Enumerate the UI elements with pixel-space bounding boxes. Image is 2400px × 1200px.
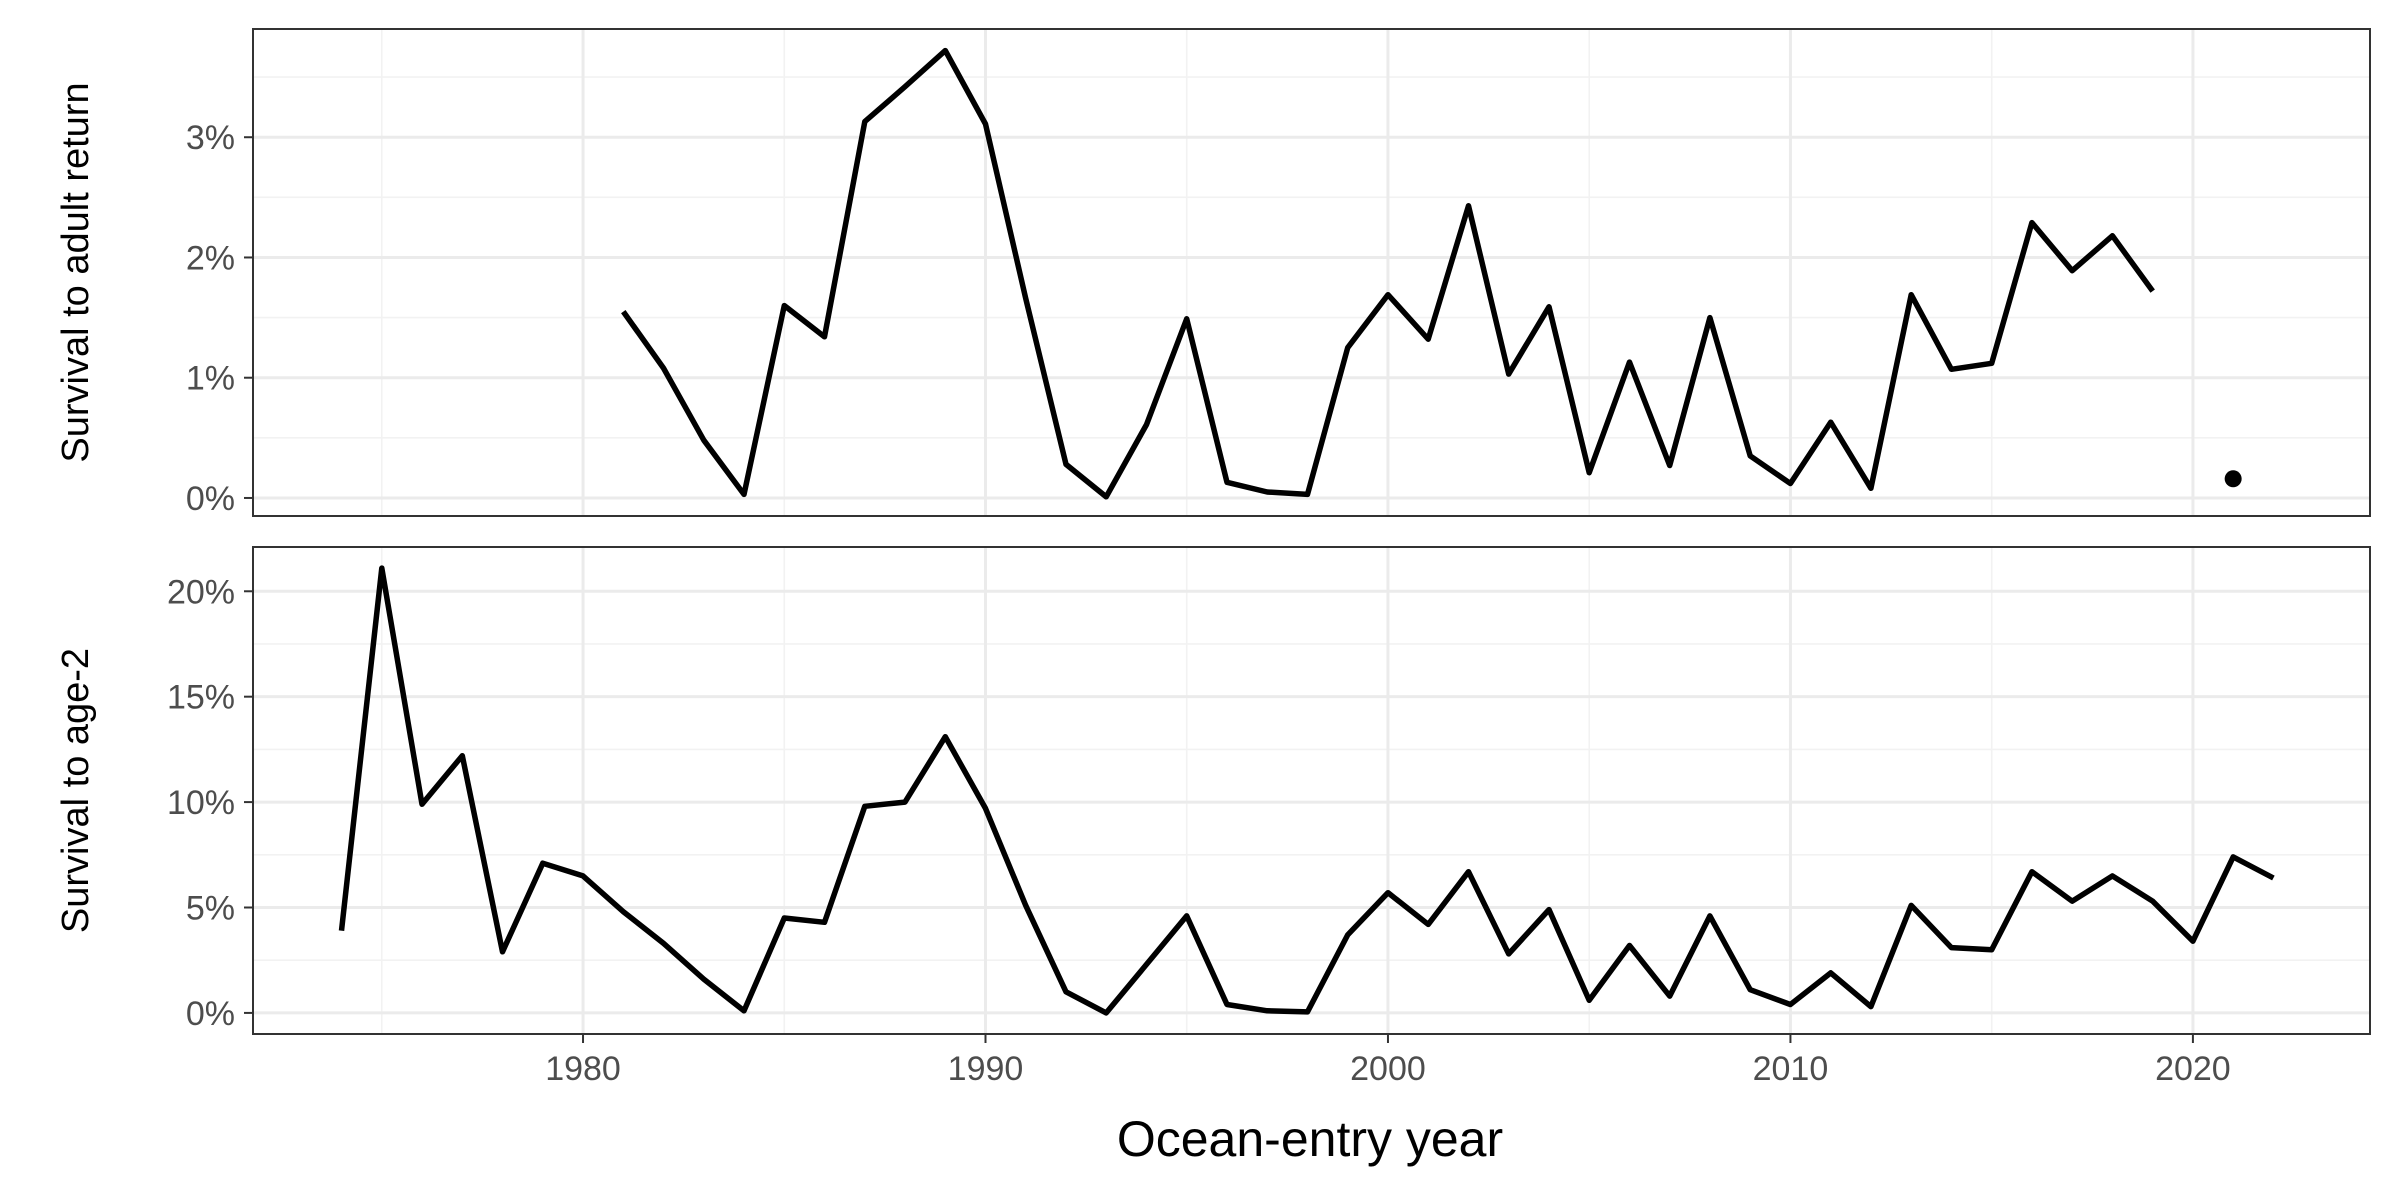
x-tick-label: 2020 [2155, 1050, 2231, 1088]
panel-age-2: 0% 5% 10% 15% 20% Survival to age-2 [55, 546, 2371, 1035]
y-axis-title: Survival to adult return [55, 82, 97, 462]
panel-adult-return: 0% 1% 2% 3% Survival to adult return [55, 28, 2371, 518]
x-axis: 1980 1990 2000 2010 2020 [545, 1034, 2231, 1088]
y-tick-label: 15% [167, 679, 235, 717]
y-tick-label: 5% [186, 890, 235, 928]
x-tick-label: 1990 [948, 1050, 1024, 1088]
panel-border [252, 28, 2371, 517]
y-tick-label: 3% [186, 119, 235, 157]
y-tick-label: 0% [186, 995, 235, 1033]
series-line [338, 565, 2275, 1016]
y-tick-label: 0% [186, 480, 235, 518]
data-point [2224, 470, 2242, 488]
y-axis-title: Survival to age-2 [55, 648, 97, 933]
series-line [621, 47, 2155, 500]
y-tick-label: 1% [186, 360, 235, 398]
y-tick-label: 20% [167, 573, 235, 611]
y-tick-label: 2% [186, 239, 235, 277]
x-axis-title: Ocean-entry year [1117, 1111, 1503, 1167]
x-tick-label: 2000 [1350, 1050, 1426, 1088]
panel-border [252, 546, 2371, 1035]
x-tick-label: 2010 [1753, 1050, 1829, 1088]
x-tick-label: 1980 [545, 1050, 621, 1088]
y-tick-label: 10% [167, 784, 235, 822]
